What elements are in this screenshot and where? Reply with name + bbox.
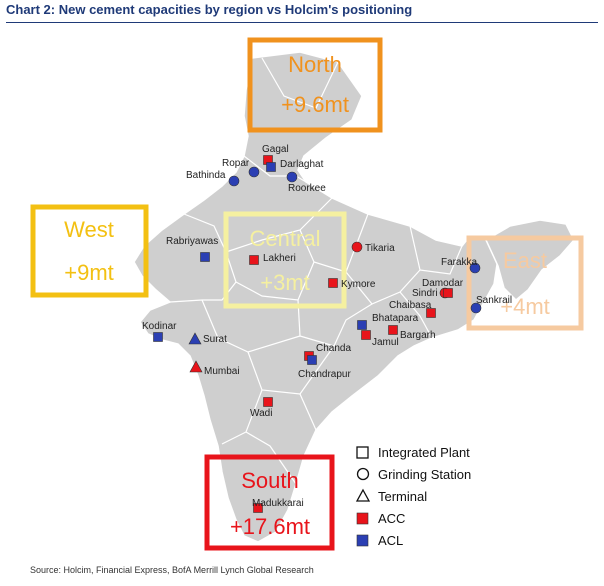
city-label-jamul: Jamul: [372, 337, 399, 348]
city-label-chaibasa: Chaibasa: [389, 300, 432, 311]
region-capacity-west: +9mt: [64, 260, 114, 285]
city-label-ropar: Ropar: [222, 158, 250, 169]
city-marker-mumbai: [189, 360, 203, 373]
city-label-damodar: Damodar: [422, 278, 464, 289]
legend-acc-swatch: [356, 512, 369, 525]
city-marker-surat: [188, 332, 202, 345]
city-marker-farakka: [469, 262, 481, 274]
city-label-bhatapara: Bhatapara: [372, 313, 419, 324]
city-label-rabriyawas: Rabriyawas: [166, 236, 218, 247]
city-marker-roorkee: [286, 171, 298, 183]
legend-square-icon: [356, 446, 369, 459]
region-name-east: East: [503, 248, 547, 273]
region-name-south: South: [241, 468, 299, 493]
city-label-surat: Surat: [203, 334, 227, 345]
legend-label-terminal: Terminal: [378, 489, 427, 504]
region-name-west: West: [64, 217, 114, 242]
region-capacity-east: +4mt: [500, 294, 550, 319]
region-capacity-north: +9.6mt: [281, 92, 349, 117]
city-marker-bargarh: [388, 325, 398, 335]
city-marker-chandrapur: [307, 355, 317, 365]
region-box-south: [204, 454, 335, 551]
legend-triangle-icon: [355, 488, 371, 502]
city-label-kodinar: Kodinar: [142, 321, 177, 332]
chart-title: Chart 2: New cement capacities by region…: [6, 2, 413, 17]
region-capacity-central: +3mt: [260, 270, 310, 295]
city-marker-ropar: [248, 166, 260, 178]
india-landmass: [133, 51, 499, 543]
region-box-east: [466, 235, 584, 331]
region-box-north: [247, 37, 383, 133]
city-marker-wadi: [263, 397, 273, 407]
city-marker-sankrail: [470, 302, 482, 314]
region-box-central: [223, 211, 347, 309]
city-label-tikaria: Tikaria: [365, 243, 395, 254]
city-marker-sindri: [443, 288, 453, 298]
city-label-kymore: Kymore: [341, 279, 376, 290]
city-label-chanda: Chanda: [316, 343, 351, 354]
city-label-gagal: Gagal: [262, 144, 289, 155]
city-label-sankrail: Sankrail: [476, 295, 512, 306]
region-box-west: [30, 204, 149, 298]
legend-label-grinding-station: Grinding Station: [378, 467, 471, 482]
city-marker-madukkarai: [253, 503, 263, 513]
region-capacity-south: +17.6mt: [230, 514, 310, 539]
city-label-wadi: Wadi: [250, 408, 272, 419]
legend-acl-swatch: [356, 534, 369, 547]
source-note: Source: Holcim, Financial Express, BofA …: [30, 565, 314, 575]
city-label-darlaghat: Darlaghat: [280, 159, 324, 170]
city-label-bargarh: Bargarh: [400, 330, 436, 341]
city-label-mumbai: Mumbai: [204, 366, 240, 377]
city-marker-bhatapara: [357, 320, 367, 330]
city-label-chandrapur: Chandrapur: [298, 369, 351, 380]
city-label-bathinda: Bathinda: [186, 170, 226, 181]
legend-label-acl: ACL: [378, 533, 403, 548]
legend-circle-icon: [356, 467, 370, 481]
city-label-sindri: Sindri: [412, 288, 438, 299]
title-rule: [6, 22, 598, 23]
city-marker-tikaria: [351, 241, 363, 253]
city-label-madukkarai: Madukkarai: [252, 498, 304, 509]
city-label-farakka: Farakka: [441, 257, 478, 268]
city-marker-bathinda: [228, 175, 240, 187]
city-label-lakheri: Lakheri: [263, 253, 296, 264]
legend-label-integrated-plant: Integrated Plant: [378, 445, 470, 460]
region-name-north: North: [288, 52, 342, 77]
city-label-roorkee: Roorkee: [288, 183, 326, 194]
city-marker-darlaghat: [266, 162, 276, 172]
legend-label-acc: ACC: [378, 511, 405, 526]
city-marker-lakheri: [249, 255, 259, 265]
city-marker-kymore: [328, 278, 338, 288]
city-marker-rabriyawas: [200, 252, 210, 262]
city-marker-jamul: [361, 330, 371, 340]
city-marker-kodinar: [153, 332, 163, 342]
city-marker-chaibasa: [426, 308, 436, 318]
legend: Integrated Plant Grinding Station Termin…: [355, 445, 471, 548]
state-borders: [169, 57, 463, 485]
region-name-central: Central: [250, 226, 321, 251]
